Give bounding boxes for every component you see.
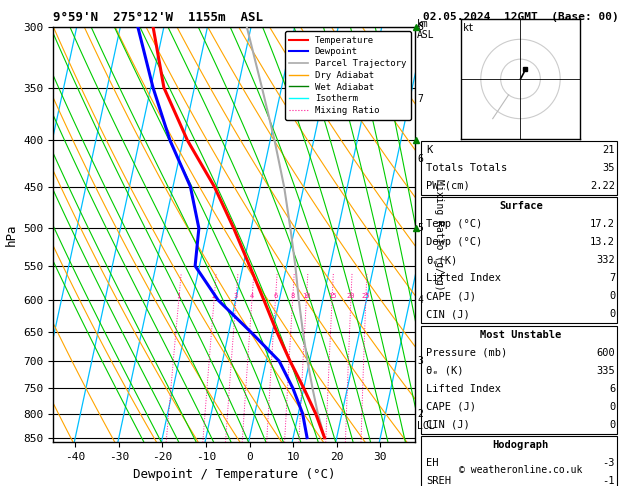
Text: © weatheronline.co.uk: © weatheronline.co.uk xyxy=(459,465,582,475)
Text: Hodograph: Hodograph xyxy=(493,440,549,450)
Text: Lifted Index: Lifted Index xyxy=(426,273,501,283)
Text: 21: 21 xyxy=(603,145,615,155)
Text: CIN (J): CIN (J) xyxy=(426,419,470,430)
Text: 2: 2 xyxy=(417,409,423,419)
Text: CAPE (J): CAPE (J) xyxy=(426,291,476,301)
Text: 25: 25 xyxy=(362,293,370,299)
Text: 9°59'N  275°12'W  1155m  ASL: 9°59'N 275°12'W 1155m ASL xyxy=(53,11,264,24)
Text: θₑ (K): θₑ (K) xyxy=(426,365,464,376)
Text: 332: 332 xyxy=(596,255,615,265)
Text: 02.05.2024  12GMT  (Base: 00): 02.05.2024 12GMT (Base: 00) xyxy=(423,12,618,22)
Text: 1: 1 xyxy=(177,293,181,299)
Text: Surface: Surface xyxy=(499,201,543,211)
Text: CIN (J): CIN (J) xyxy=(426,309,470,319)
Text: Dewp (°C): Dewp (°C) xyxy=(426,237,482,247)
Text: -3: -3 xyxy=(603,458,615,468)
Text: 6: 6 xyxy=(609,383,615,394)
Text: 8: 8 xyxy=(417,22,423,32)
Text: 4: 4 xyxy=(250,293,254,299)
Text: 600: 600 xyxy=(596,347,615,358)
Text: Mixing Ratio (g/kg): Mixing Ratio (g/kg) xyxy=(434,179,444,290)
Text: km
ASL: km ASL xyxy=(417,19,435,40)
Text: 10: 10 xyxy=(302,293,311,299)
Text: 3: 3 xyxy=(417,356,423,366)
Text: 6: 6 xyxy=(417,155,423,164)
Text: 7: 7 xyxy=(417,94,423,104)
Text: 35: 35 xyxy=(603,163,615,173)
Text: 15: 15 xyxy=(328,293,337,299)
Text: Lifted Index: Lifted Index xyxy=(426,383,501,394)
Text: 335: 335 xyxy=(596,365,615,376)
Text: 13.2: 13.2 xyxy=(590,237,615,247)
Text: PW (cm): PW (cm) xyxy=(426,181,470,191)
Text: LCL: LCL xyxy=(417,421,435,431)
Text: 17.2: 17.2 xyxy=(590,219,615,229)
Text: Most Unstable: Most Unstable xyxy=(480,330,562,340)
Legend: Temperature, Dewpoint, Parcel Trajectory, Dry Adiabat, Wet Adiabat, Isotherm, Mi: Temperature, Dewpoint, Parcel Trajectory… xyxy=(285,31,411,120)
Text: 0: 0 xyxy=(609,419,615,430)
Text: Totals Totals: Totals Totals xyxy=(426,163,507,173)
Text: K: K xyxy=(426,145,432,155)
Text: θₑ(K): θₑ(K) xyxy=(426,255,457,265)
Text: 2: 2 xyxy=(212,293,216,299)
Text: Pressure (mb): Pressure (mb) xyxy=(426,347,507,358)
X-axis label: Dewpoint / Temperature (°C): Dewpoint / Temperature (°C) xyxy=(133,468,335,481)
Text: 6: 6 xyxy=(273,293,277,299)
Text: 8: 8 xyxy=(291,293,295,299)
Text: CAPE (J): CAPE (J) xyxy=(426,401,476,412)
Text: kt: kt xyxy=(464,23,475,33)
Text: 0: 0 xyxy=(609,291,615,301)
Text: 2.22: 2.22 xyxy=(590,181,615,191)
Text: 20: 20 xyxy=(347,293,355,299)
Text: 5: 5 xyxy=(417,223,423,233)
Text: 7: 7 xyxy=(609,273,615,283)
Text: 4: 4 xyxy=(417,295,423,305)
Y-axis label: hPa: hPa xyxy=(5,223,18,246)
Text: SREH: SREH xyxy=(426,476,451,486)
Text: 3: 3 xyxy=(234,293,238,299)
Text: Temp (°C): Temp (°C) xyxy=(426,219,482,229)
Text: 0: 0 xyxy=(609,401,615,412)
Text: 0: 0 xyxy=(609,309,615,319)
Text: -1: -1 xyxy=(603,476,615,486)
Text: EH: EH xyxy=(426,458,438,468)
